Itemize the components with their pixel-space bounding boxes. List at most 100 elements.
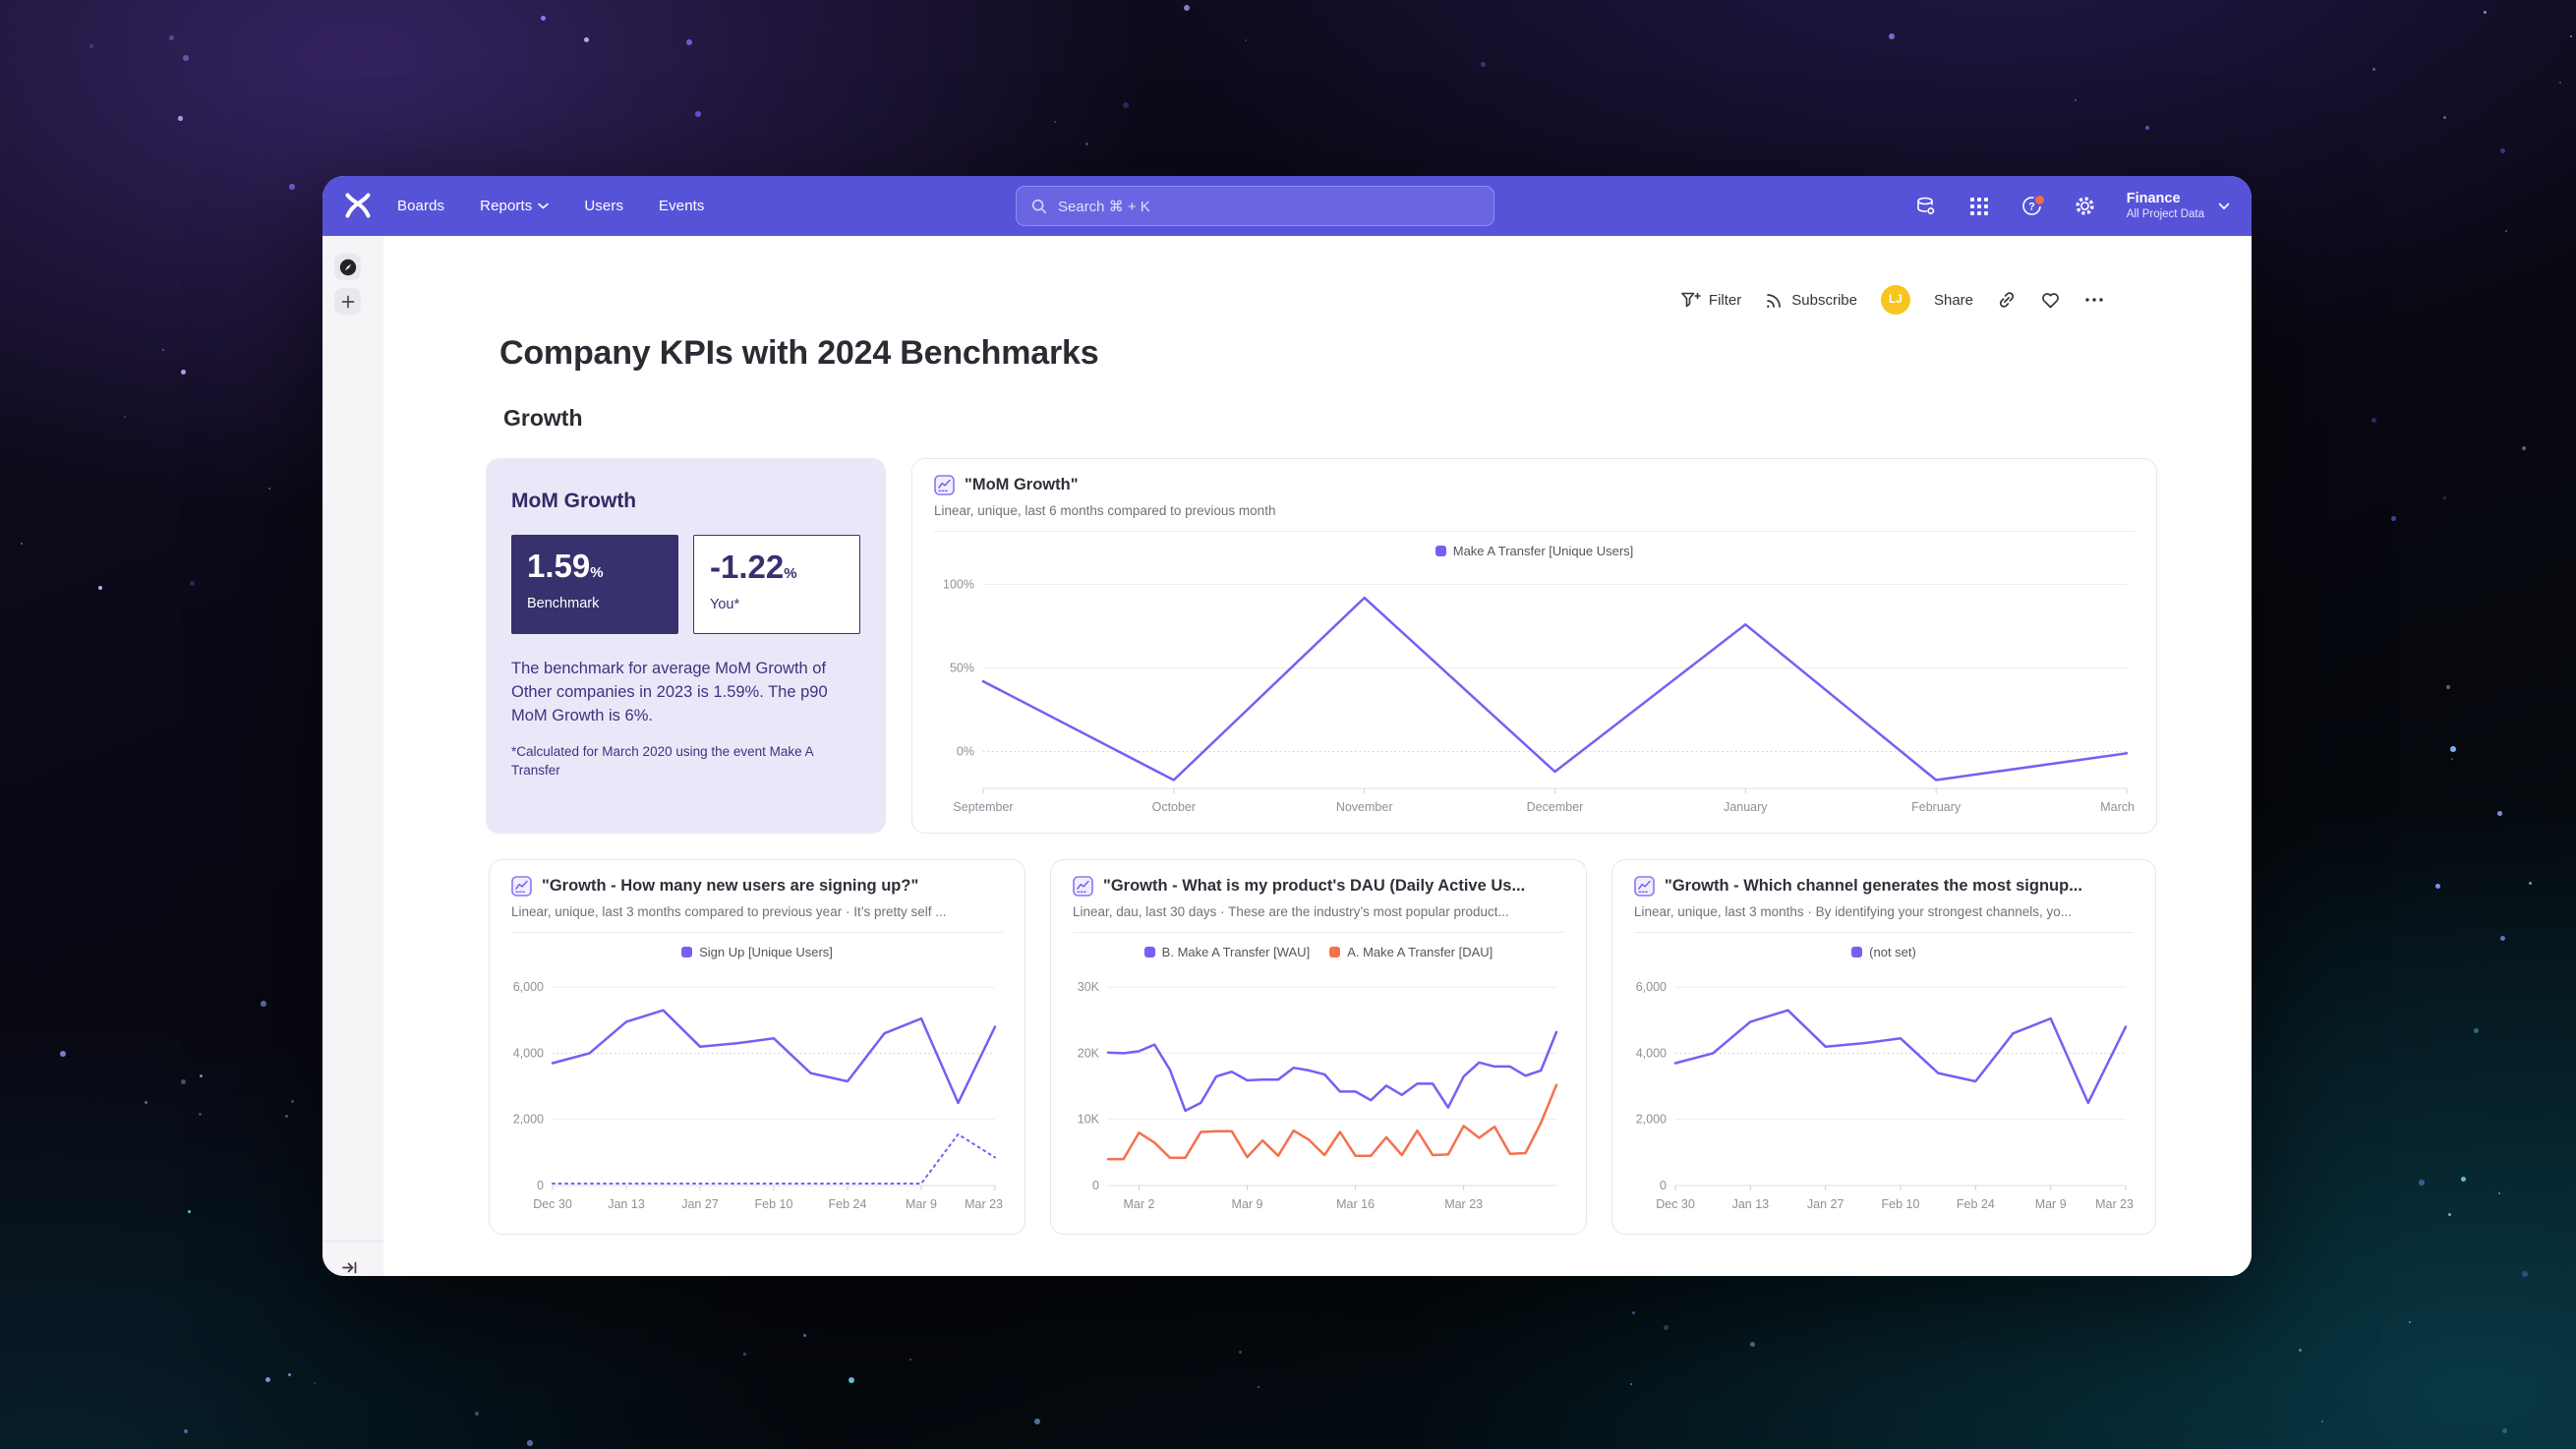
arrow-to-bar-icon	[341, 1261, 356, 1273]
chart-legend: B. Make A Transfer [WAU] A. Make A Transf…	[1051, 942, 1586, 961]
line-chart[interactable]: 6,000 4,000 2,000 0 Dec 30 Jan 13 Jan 27 Feb 10…	[1626, 965, 2139, 1219]
share-button[interactable]: Share	[1934, 292, 1973, 309]
expand-sidebar-button[interactable]	[337, 1255, 361, 1276]
svg-text:20K: 20K	[1078, 1046, 1100, 1060]
svg-text:Jan 13: Jan 13	[608, 1197, 645, 1211]
avatar[interactable]: LJ	[1880, 285, 1910, 315]
benchmark-description: The benchmark for average MoM Growth of …	[511, 660, 828, 724]
benchmark-label: Benchmark	[527, 596, 600, 611]
svg-text:Jan 27: Jan 27	[1807, 1197, 1844, 1211]
svg-text:February: February	[1911, 800, 1961, 814]
search-placeholder: Search ⌘ + K	[1058, 198, 1150, 215]
benchmark-stat-box: 1.59% Benchmark	[511, 535, 678, 634]
mixpanel-logo-icon[interactable]	[342, 190, 374, 221]
svg-text:Feb 24: Feb 24	[829, 1197, 867, 1211]
subscribe-button[interactable]: Subscribe	[1765, 291, 1857, 310]
chart-card-signups[interactable]: "Growth - How many new users are signing…	[489, 859, 1025, 1235]
filter-button[interactable]: Filter	[1680, 291, 1741, 310]
legend-item[interactable]: Sign Up [Unique Users]	[681, 945, 833, 959]
svg-text:6,000: 6,000	[1636, 980, 1667, 994]
nav-item-reports[interactable]: Reports	[480, 198, 550, 214]
line-chart[interactable]: 100% 50% 0% September October November Decembe…	[926, 564, 2140, 822]
app-window: Boards Reports Users Events Search ⌘ + K	[322, 176, 2252, 1276]
settings-gear-icon[interactable]	[2074, 195, 2097, 218]
legend-item[interactable]: Make A Transfer [Unique Users]	[1434, 544, 1633, 558]
legend-item[interactable]: B. Make A Transfer [WAU]	[1143, 944, 1311, 959]
svg-text:30K: 30K	[1078, 980, 1100, 994]
heart-icon	[2042, 292, 2059, 308]
chart-card-dau[interactable]: "Growth - What is my product's DAU (Dail…	[1050, 859, 1587, 1235]
svg-text:0: 0	[1092, 1179, 1099, 1192]
legend-item[interactable]: A. Make A Transfer [DAU]	[1329, 945, 1493, 959]
legend-label: B. Make A Transfer [WAU]	[1161, 944, 1311, 959]
svg-text:50%: 50%	[950, 662, 974, 675]
benchmark-card-title: MoM Growth	[511, 490, 637, 512]
chart-card-channels[interactable]: "Growth - Which channel generates the mo…	[1611, 859, 2156, 1235]
svg-text:2,000: 2,000	[1636, 1113, 1667, 1127]
chart-card-mom-growth[interactable]: "MoM Growth" Linear, unique, last 6 mont…	[911, 458, 2157, 834]
search-input[interactable]: Search ⌘ + K	[1016, 186, 1494, 226]
copy-link-button[interactable]	[1997, 290, 2017, 310]
you-label: You*	[710, 597, 740, 612]
filter-label: Filter	[1708, 291, 1742, 309]
svg-text:October: October	[1152, 800, 1196, 814]
add-board-button[interactable]	[334, 288, 361, 315]
chart-subtitle: Linear, dau, last 30 days · These are th…	[1073, 904, 1509, 919]
card-divider	[934, 531, 2135, 532]
card-divider	[1073, 932, 1564, 933]
link-icon	[1999, 292, 2015, 308]
more-options-button[interactable]	[2084, 297, 2104, 303]
benchmark-footnote: *Calculated for March 2020 using the eve…	[511, 743, 813, 778]
svg-text:0%: 0%	[957, 745, 974, 759]
board-content: Filter Subscribe LJ Share	[383, 236, 2252, 1276]
svg-text:January: January	[1724, 800, 1768, 814]
data-management-icon[interactable]	[1914, 195, 1938, 218]
nav-item-boards[interactable]: Boards	[397, 198, 445, 214]
page-title: Company KPIs with 2024 Benchmarks	[499, 334, 1099, 372]
project-name: Finance	[2126, 191, 2181, 206]
line-chart-icon	[1634, 876, 1655, 897]
svg-text:Mar 2: Mar 2	[1123, 1197, 1154, 1211]
line-chart-icon	[934, 475, 955, 495]
svg-text:4,000: 4,000	[513, 1046, 544, 1060]
svg-text:Mar 9: Mar 9	[2035, 1197, 2067, 1211]
svg-text:Jan 27: Jan 27	[681, 1197, 719, 1211]
line-chart-icon	[511, 876, 532, 897]
notification-dot	[2032, 193, 2046, 206]
svg-text:Feb 24: Feb 24	[1957, 1197, 1995, 1211]
legend-swatch	[681, 946, 693, 957]
ellipsis-icon	[2085, 298, 2103, 302]
nav-item-users[interactable]: Users	[584, 198, 624, 214]
svg-text:December: December	[1527, 800, 1584, 814]
plus-icon	[341, 295, 354, 308]
project-switcher[interactable]: Finance All Project Data	[2127, 191, 2230, 221]
card-divider	[511, 932, 1003, 933]
rss-icon	[1767, 293, 1782, 308]
search-icon	[1031, 199, 1047, 213]
card-divider	[1634, 932, 2134, 933]
boards-home-button[interactable]	[334, 254, 361, 280]
legend-swatch	[1329, 946, 1341, 957]
line-chart-icon	[1073, 876, 1093, 897]
left-sidebar	[322, 236, 384, 1276]
chart-legend: Sign Up [Unique Users]	[490, 942, 1025, 961]
legend-label: Sign Up [Unique Users]	[699, 944, 833, 959]
favorite-button[interactable]	[2040, 291, 2061, 310]
svg-text:Mar 23: Mar 23	[2095, 1197, 2134, 1211]
line-chart[interactable]: 30K 20K 10K 0 Mar 2 Mar 9 Mar 16 Mar 23	[1065, 965, 1570, 1219]
nav-item-events[interactable]: Events	[659, 198, 705, 214]
apps-grid-icon[interactable]	[1967, 195, 1991, 218]
benchmark-card[interactable]: MoM Growth 1.59% Benchmark -1.22% You* T…	[486, 458, 886, 834]
help-icon[interactable]: ?	[2020, 193, 2046, 218]
share-label: Share	[1933, 291, 1973, 309]
legend-swatch	[1143, 946, 1155, 957]
svg-text:0: 0	[1660, 1179, 1667, 1192]
svg-text:Feb 10: Feb 10	[1882, 1197, 1920, 1211]
section-title: Growth	[503, 405, 583, 431]
svg-text:Mar 9: Mar 9	[1232, 1197, 1263, 1211]
line-chart[interactable]: 6,000 4,000 2,000 0 Dec 30 Jan 13 Jan 27 Feb 10…	[503, 965, 1009, 1219]
legend-item[interactable]: (not set)	[1851, 945, 1916, 959]
project-subtitle: All Project Data	[2126, 208, 2204, 220]
